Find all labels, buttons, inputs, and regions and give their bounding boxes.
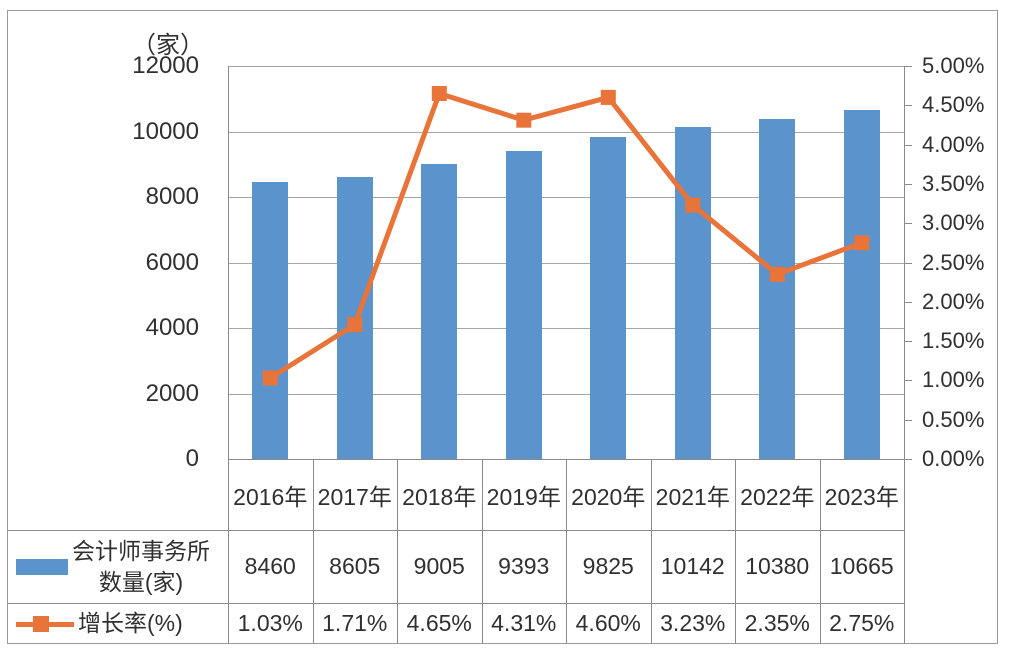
- plot-axis-line: [904, 66, 905, 644]
- legend-item-bar-series: 会计师事务所 数量(家): [8, 530, 228, 603]
- right-axis-tick-mark: [904, 262, 912, 264]
- left-axis-tick-label: 4000: [145, 314, 199, 341]
- right-axis-tick-label: 5.00%: [922, 53, 985, 78]
- right-axis-tick-mark: [904, 183, 912, 185]
- table-cell-growth-rate: 4.31%: [491, 610, 557, 636]
- table-cell-firm-count: 10380: [745, 553, 810, 579]
- bar: [759, 119, 796, 459]
- table-cell-growth-rate: 2.75%: [829, 610, 895, 636]
- table-row-divider: [8, 603, 904, 604]
- x-axis-category-label: 2016年: [233, 483, 308, 510]
- bar-series-swatch-icon: [16, 558, 68, 575]
- line-series-marker-icon: [16, 615, 74, 632]
- table-cell-growth-rate: 2.35%: [744, 610, 810, 636]
- table-column-divider: [819, 459, 821, 644]
- line-series-path: [268, 90, 863, 381]
- table-cell-growth-rate: 3.23%: [660, 610, 726, 636]
- horizontal-gridline: [228, 393, 904, 395]
- right-axis-tick-label: 3.00%: [922, 210, 985, 236]
- right-axis-tick-mark: [904, 66, 912, 67]
- line-series-marker: [600, 89, 616, 105]
- right-axis-tick-label: 2.00%: [922, 288, 985, 314]
- bar-series-label: 会计师事务所 数量(家): [72, 536, 210, 598]
- table-column-divider: [650, 459, 652, 644]
- x-axis-category-label: 2023年: [824, 483, 899, 510]
- x-axis-category-label: 2022年: [740, 483, 815, 510]
- line-series-marker: [854, 235, 870, 251]
- left-axis-tick-label: 12000: [132, 52, 199, 79]
- right-axis-tick-label: 2.50%: [922, 249, 985, 275]
- bar-series-label-line1: 会计师事务所: [72, 537, 210, 564]
- x-axis-category-label: 2019年: [486, 483, 561, 510]
- table-cell-firm-count: 9825: [582, 553, 634, 579]
- right-axis-tick-mark: [904, 380, 912, 382]
- left-axis-tick-label: 0: [185, 445, 199, 472]
- horizontal-gridline: [228, 197, 904, 198]
- left-axis-unit-label: （家）: [132, 32, 204, 59]
- line-series-marker: [347, 317, 363, 333]
- bar: [421, 164, 458, 459]
- x-axis-category-label: 2021年: [655, 483, 730, 510]
- table-cell-growth-rate: 4.65%: [406, 610, 472, 636]
- plot-axis-line: [228, 66, 229, 644]
- x-axis-category-label: 2017年: [317, 483, 392, 510]
- right-axis-tick-mark: [904, 105, 912, 107]
- table-row-divider: [8, 530, 904, 531]
- line-series-marker: [769, 266, 785, 282]
- table-cell-firm-count: 8460: [244, 553, 296, 579]
- right-axis-tick-label: 0.00%: [922, 446, 985, 471]
- bar-series-label-line2: 数量(家): [98, 568, 184, 595]
- right-axis-tick-mark: [904, 459, 912, 460]
- bar: [252, 181, 289, 459]
- right-axis-tick-mark: [904, 301, 912, 303]
- legend-item-line-series: 增长率(%): [8, 603, 228, 644]
- table-column-divider: [397, 459, 398, 644]
- right-axis-tick-label: 0.50%: [922, 406, 985, 432]
- table-cell-firm-count: 9393: [498, 553, 550, 579]
- table-cell-growth-rate: 1.03%: [237, 610, 303, 636]
- right-axis-tick-label: 4.50%: [922, 92, 985, 118]
- table-cell-growth-rate: 4.60%: [575, 610, 641, 636]
- table-column-divider: [566, 459, 567, 644]
- right-axis-tick-mark: [904, 223, 912, 225]
- right-axis-tick-label: 1.50%: [922, 328, 985, 354]
- bar: [843, 109, 880, 459]
- horizontal-gridline: [228, 131, 904, 133]
- right-axis-tick-label: 1.00%: [922, 367, 985, 393]
- x-axis-category-label: 2020年: [571, 483, 646, 510]
- table-cell-firm-count: 9005: [413, 553, 465, 579]
- line-series-marker: [431, 86, 447, 101]
- table-column-divider: [481, 459, 483, 644]
- chart-frame: （家） 12000 10000 8000 6000 4000 2000 0 5.00% 4.50…: [7, 10, 998, 644]
- horizontal-gridline: [228, 328, 904, 329]
- table-cell-firm-count: 10665: [829, 553, 894, 579]
- right-axis-tick-mark: [904, 144, 912, 146]
- right-axis-tick-label: 4.00%: [922, 131, 985, 157]
- table-column-divider: [312, 459, 314, 644]
- left-axis-tick-label: 8000: [145, 183, 199, 210]
- table-cell-growth-rate: 1.71%: [322, 610, 388, 636]
- line-series-marker: [516, 112, 532, 128]
- bar: [590, 137, 627, 459]
- line-series-label: 增长率(%): [78, 610, 183, 636]
- table-cell-firm-count: 10142: [660, 553, 725, 579]
- table-cell-firm-count: 8605: [329, 553, 381, 579]
- left-axis-tick-label: 2000: [145, 379, 199, 407]
- left-axis-tick-label: 6000: [145, 248, 199, 276]
- bar: [674, 126, 711, 459]
- right-axis-tick-mark: [904, 419, 912, 421]
- table-column-divider: [735, 459, 736, 644]
- x-axis-category-label: 2018年: [402, 483, 477, 510]
- right-axis-tick-mark: [904, 341, 912, 343]
- growth-rate-line-series: [262, 86, 870, 386]
- line-series-marker: [262, 370, 278, 386]
- horizontal-gridline: [228, 66, 904, 67]
- line-swatch-square: [33, 615, 49, 632]
- bar: [505, 151, 542, 459]
- line-series-marker: [685, 197, 701, 213]
- right-axis-tick-label: 3.50%: [922, 170, 985, 196]
- left-axis-tick-label: 10000: [132, 117, 199, 145]
- horizontal-gridline: [228, 262, 904, 264]
